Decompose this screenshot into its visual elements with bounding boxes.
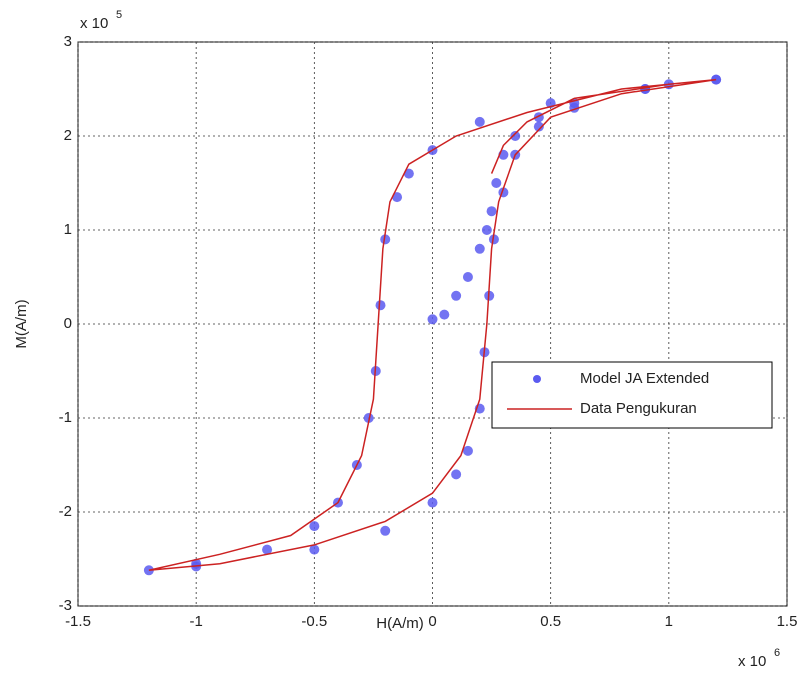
chart: H(A/m) M(A/m) x 10 5 x 10 6 -1.5 -1 -0.5 0 0… — [0, 0, 805, 673]
y-axis-label: M(A/m) — [13, 299, 30, 348]
x-tick-label: 0.5 — [540, 613, 561, 630]
y-tick-label: 3 — [64, 33, 72, 50]
y-tick-label: 0 — [64, 315, 72, 332]
scatter-point — [428, 314, 438, 324]
x-tick-label: -1.5 — [65, 613, 91, 630]
scatter-point — [451, 469, 461, 479]
scatter-point — [439, 310, 449, 320]
y-scale-base: x 10 — [80, 15, 108, 32]
scatter-point — [376, 300, 386, 310]
x-axis-label: H(A/m) — [376, 615, 424, 632]
legend-marker — [533, 375, 541, 383]
scatter-point — [475, 244, 485, 254]
scatter-point — [482, 225, 492, 235]
x-tick-label: 1 — [665, 613, 673, 630]
x-tick-label: 0 — [428, 613, 436, 630]
y-tick-label: -2 — [59, 503, 72, 520]
legend-label: Data Pengukuran — [580, 400, 697, 417]
scatter-point — [487, 206, 497, 216]
y-tick-label: -1 — [59, 409, 72, 426]
y-tick-label: 2 — [64, 127, 72, 144]
y-tick-label: -3 — [59, 597, 72, 614]
x-tick-label: -1 — [189, 613, 202, 630]
y-scale-exponent: 5 — [116, 9, 122, 21]
scatter-point — [463, 446, 473, 456]
legend-label: Model JA Extended — [580, 370, 709, 387]
scatter-point — [428, 498, 438, 508]
x-tick-label: 1.5 — [777, 613, 798, 630]
scatter-point — [475, 117, 485, 127]
scatter-point — [309, 521, 319, 531]
scatter-point — [451, 291, 461, 301]
y-tick-label: 1 — [64, 221, 72, 238]
x-tick-label: -0.5 — [301, 613, 327, 630]
x-scale-exponent: 6 — [774, 647, 780, 659]
scatter-point — [380, 526, 390, 536]
scatter-point — [463, 272, 473, 282]
scatter-point — [510, 131, 520, 141]
x-scale-base: x 10 — [738, 653, 766, 670]
scatter-point — [491, 178, 501, 188]
